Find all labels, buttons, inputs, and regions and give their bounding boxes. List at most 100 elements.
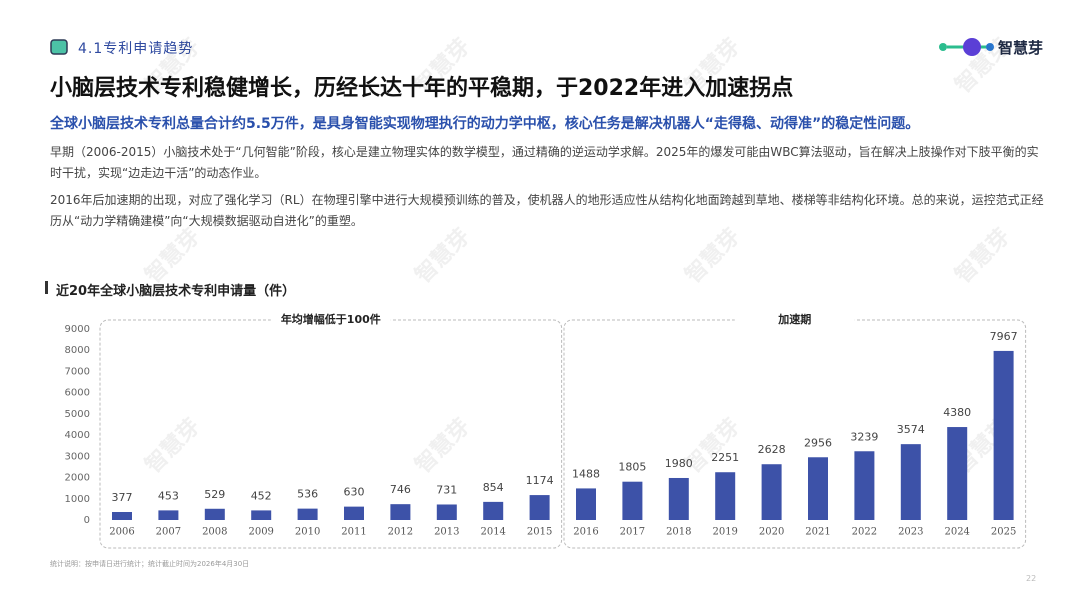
bar xyxy=(622,481,643,520)
x-tick-label: 2009 xyxy=(248,527,273,538)
value-label: 854 xyxy=(483,481,504,494)
x-tick-label: 2014 xyxy=(480,527,505,538)
bar xyxy=(947,427,968,520)
paragraph: 早期（2006-2015）小脑技术处于“几何智能”阶段，核心是建立物理实体的数学… xyxy=(50,145,1039,180)
value-label: 1488 xyxy=(572,467,600,480)
value-label: 746 xyxy=(390,483,411,496)
watermark: 智慧芽 xyxy=(680,223,745,288)
x-tick-label: 2020 xyxy=(759,527,784,538)
watermark: 智慧芽 xyxy=(680,33,745,98)
value-label: 2628 xyxy=(758,443,786,456)
logo-dot xyxy=(963,38,981,56)
x-tick-label: 2022 xyxy=(852,527,877,538)
x-tick-label: 2007 xyxy=(156,527,181,538)
y-tick-label: 1000 xyxy=(65,494,90,505)
bar xyxy=(668,477,689,520)
chart-title: 近20年全球小脑层技术专利申请量（件） xyxy=(56,284,296,299)
value-label: 1174 xyxy=(526,474,554,487)
y-tick-label: 3000 xyxy=(65,451,90,462)
x-tick-label: 2013 xyxy=(434,527,459,538)
title: 小脑层技术专利稳健增长，历经长达十年的平稳期，于2022年进入加速拐点 xyxy=(50,76,794,101)
bar xyxy=(344,506,364,520)
bar xyxy=(158,510,179,520)
annotation: 年均增幅低于100件 xyxy=(281,312,381,326)
bar xyxy=(761,464,782,520)
x-tick-label: 2006 xyxy=(109,527,134,538)
bar xyxy=(993,350,1014,520)
x-tick-label: 2011 xyxy=(341,527,366,538)
x-tick-label: 2012 xyxy=(388,527,413,538)
watermark: 智慧芽 xyxy=(950,33,1015,98)
value-label: 7967 xyxy=(990,330,1018,343)
bar xyxy=(715,472,736,520)
bar xyxy=(900,444,921,520)
footnote: 统计说明：按申请日进行统计；统计截止时间为2026年4月30日 xyxy=(50,560,250,568)
y-tick-label: 4000 xyxy=(65,430,90,441)
x-tick-label: 2010 xyxy=(295,527,320,538)
y-tick-label: 8000 xyxy=(65,345,90,356)
value-label: 731 xyxy=(436,483,457,496)
x-tick-label: 2016 xyxy=(573,527,598,538)
value-label: 529 xyxy=(204,488,225,501)
bar xyxy=(112,511,132,520)
x-tick-label: 2018 xyxy=(666,527,691,538)
section: 4.1专利申请趋势 xyxy=(78,41,194,57)
watermark: 智慧芽 xyxy=(140,223,205,288)
value-label: 3239 xyxy=(850,430,878,443)
chart-title-bar xyxy=(45,281,48,294)
paragraph: 2016年后加速期的出现，对应了强化学习（RL）在物理引擎中进行大规模预训练的普… xyxy=(50,193,1044,228)
section-icon xyxy=(50,39,68,55)
bar xyxy=(854,451,875,520)
watermark: 智慧芽 xyxy=(410,223,475,288)
value-label: 4380 xyxy=(943,406,971,419)
bar xyxy=(529,495,550,520)
x-tick-label: 2025 xyxy=(991,527,1016,538)
logo-dot xyxy=(939,43,947,51)
x-tick-label: 2023 xyxy=(898,527,923,538)
watermark: 智慧芽 xyxy=(410,33,475,98)
y-tick-label: 6000 xyxy=(65,388,90,399)
value-label: 3574 xyxy=(897,423,925,436)
x-tick-label: 2024 xyxy=(944,527,969,538)
logo: 智慧芽 xyxy=(998,39,1044,57)
value-label: 1980 xyxy=(665,457,693,470)
value-label: 630 xyxy=(344,486,365,499)
annotation-bg xyxy=(270,312,391,328)
watermark: 智慧芽 xyxy=(140,413,205,478)
bar xyxy=(204,508,225,520)
value-label: 2956 xyxy=(804,436,832,449)
y-tick-label: 0 xyxy=(84,515,90,526)
annotation-bg xyxy=(734,312,855,328)
value-label: 453 xyxy=(158,489,179,502)
y-tick-label: 9000 xyxy=(65,324,90,335)
x-tick-label: 2019 xyxy=(712,527,737,538)
bar xyxy=(576,488,596,520)
x-tick-label: 2017 xyxy=(620,527,645,538)
watermark: 智慧芽 xyxy=(410,413,475,478)
bar xyxy=(436,504,457,520)
bar xyxy=(390,504,411,520)
value-label: 1805 xyxy=(618,461,646,474)
bar xyxy=(483,501,504,520)
highlight: 全球小脑层技术专利总量合计约5.5万件，是具身智能实现物理执行的动力学中枢，核心… xyxy=(50,116,920,132)
watermark: 智慧芽 xyxy=(140,33,205,98)
value-label: 377 xyxy=(112,491,133,504)
bar xyxy=(297,508,318,520)
page-number: 22 xyxy=(1026,574,1037,583)
y-tick-label: 2000 xyxy=(65,473,90,484)
y-tick-label: 7000 xyxy=(65,366,90,377)
x-tick-label: 2008 xyxy=(202,527,227,538)
bar xyxy=(808,457,828,520)
bar xyxy=(251,510,272,520)
logo-dot xyxy=(986,43,994,51)
watermark: 智慧芽 xyxy=(950,223,1015,288)
annotation: 加速期 xyxy=(777,312,811,326)
x-tick-label: 2021 xyxy=(805,527,830,538)
y-tick-label: 5000 xyxy=(65,409,90,420)
value-label: 2251 xyxy=(711,451,739,464)
value-label: 452 xyxy=(251,489,272,502)
x-tick-label: 2015 xyxy=(527,527,552,538)
